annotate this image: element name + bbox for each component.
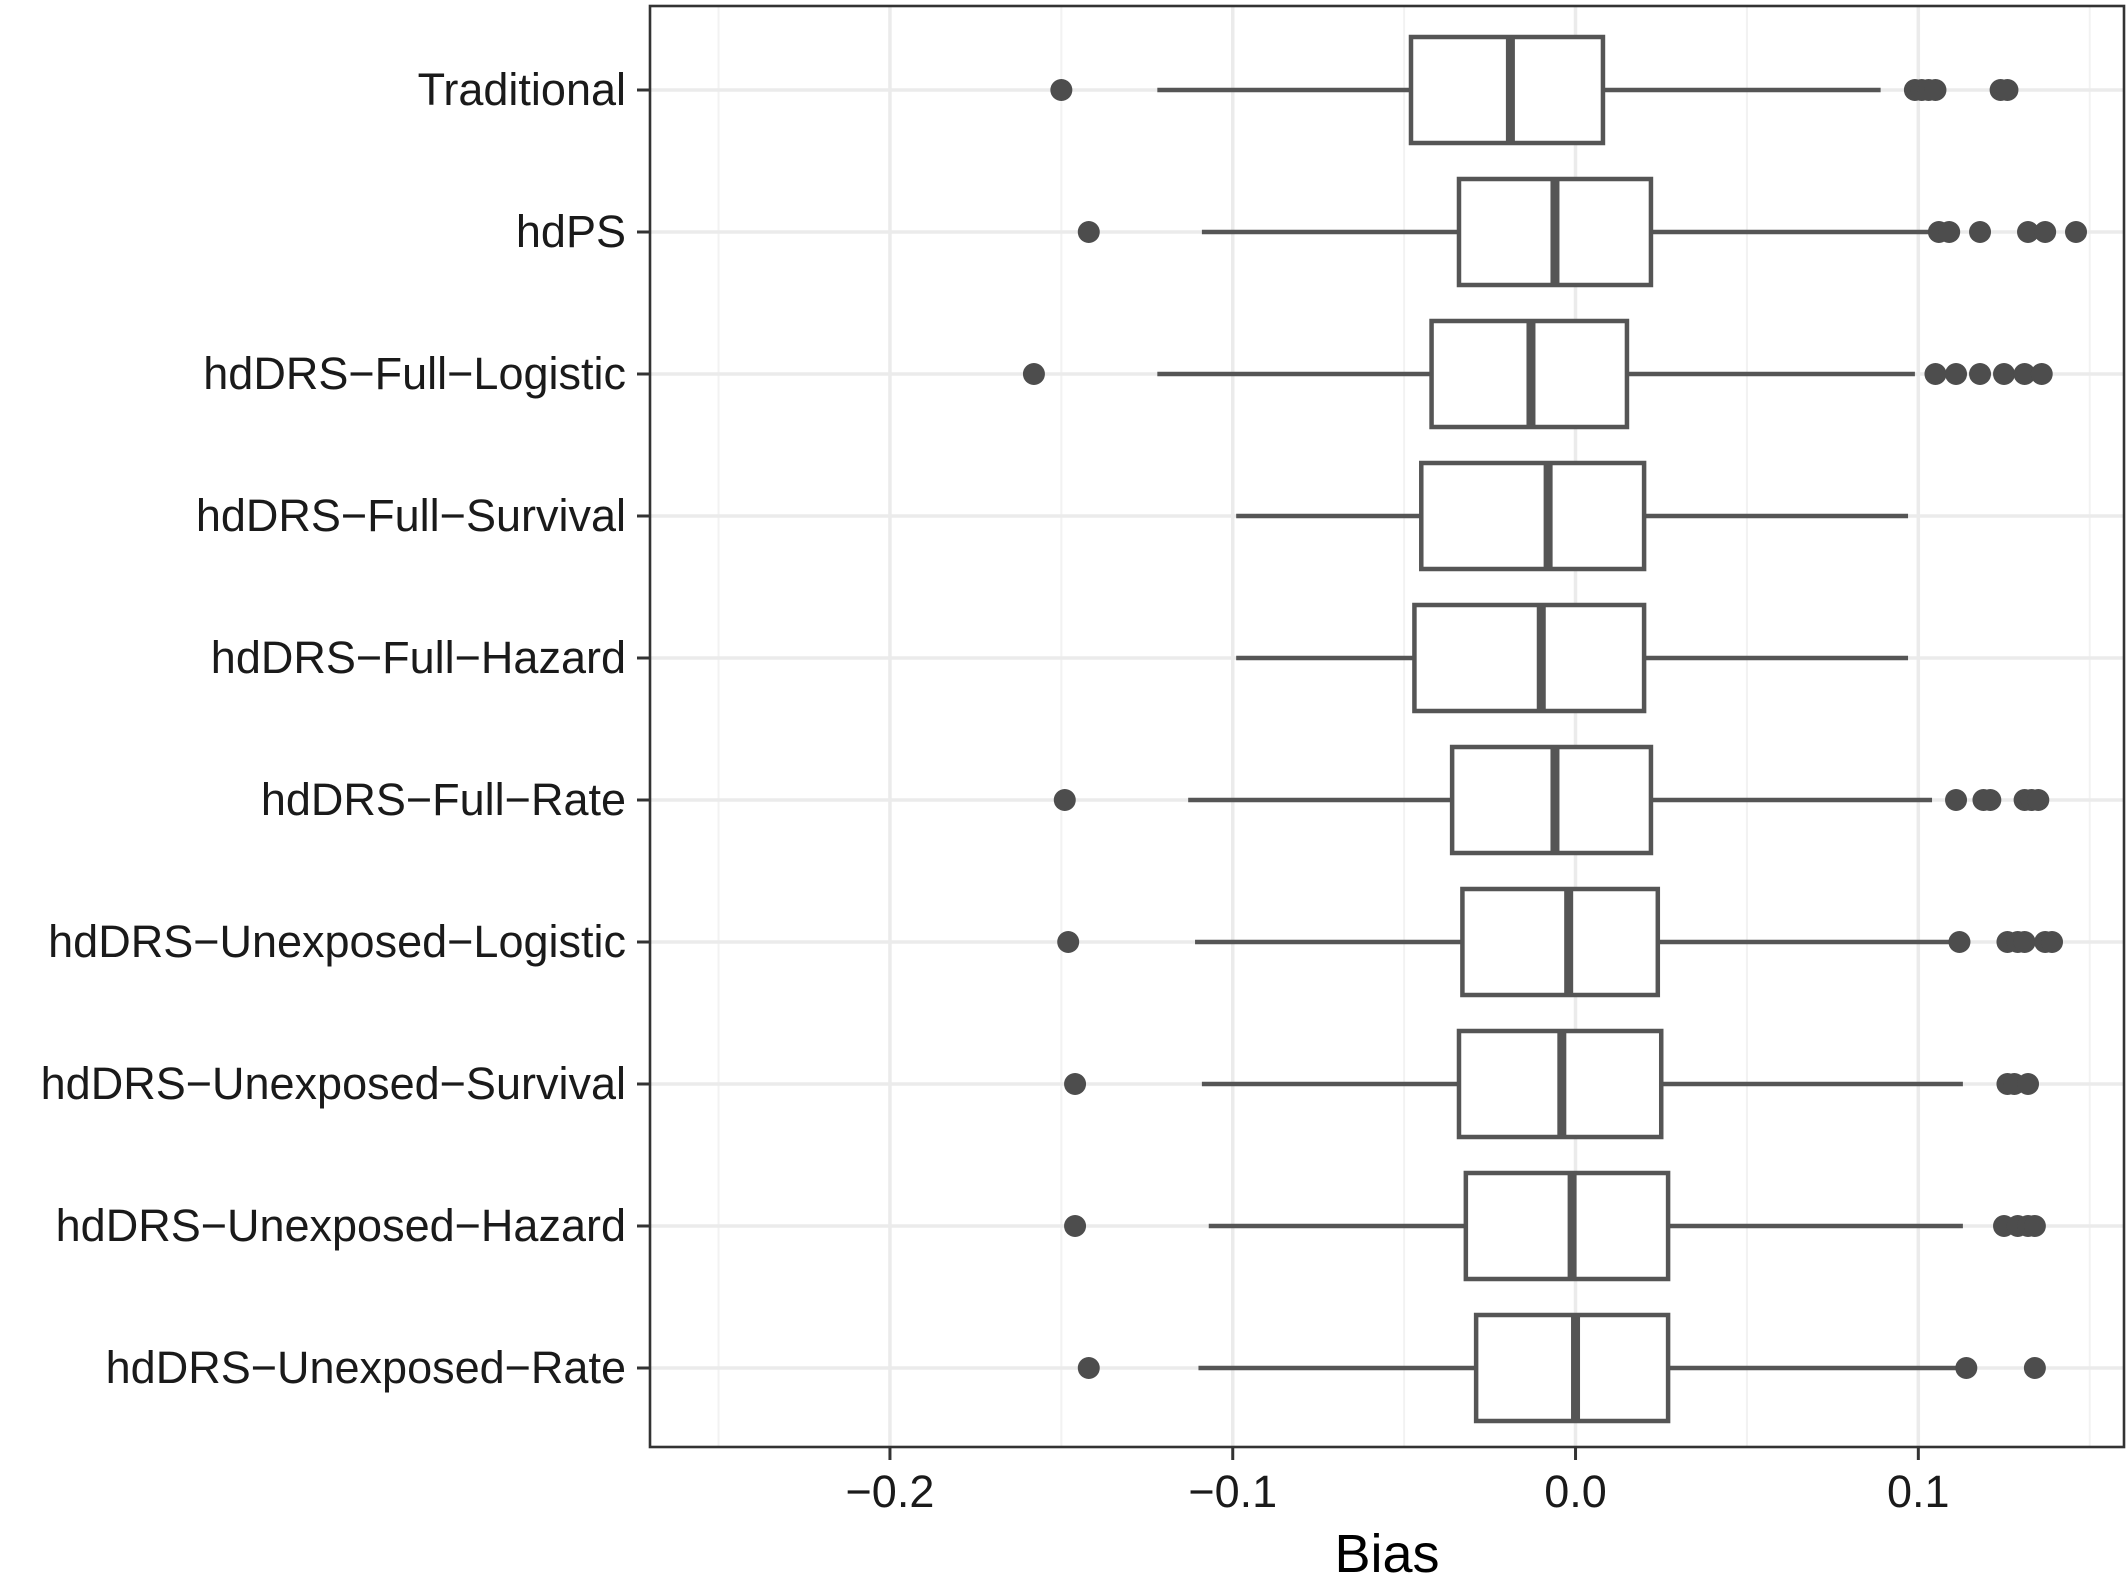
box-group [1236, 460, 1909, 572]
box-iqr [1463, 1170, 1671, 1282]
box-iqr [1412, 602, 1647, 714]
outlier-point [1938, 221, 1961, 243]
box-group [1053, 744, 2050, 856]
box-group [1022, 318, 2053, 430]
box-group [1057, 886, 2064, 998]
box-group [1236, 602, 1909, 714]
outlier-point [2017, 221, 2040, 243]
x-tick-label: 0.1 [1887, 1466, 1950, 1517]
y-tick-label: hdDRS−Unexposed−Hazard [56, 1200, 626, 1251]
outlier-point [1064, 1215, 1087, 1237]
y-tick-label: hdDRS−Full−Hazard [211, 632, 626, 683]
x-axis: −0.2 −0.1 0.0 0.1 [846, 1447, 1950, 1517]
box-group [1064, 1028, 2040, 1140]
box-iqr [1419, 460, 1647, 572]
outlier-point [2013, 931, 2036, 953]
outlier-point [1945, 363, 1968, 385]
outlier-point [1064, 1073, 1087, 1095]
box-group [1064, 1170, 2046, 1282]
outlier-point [1993, 363, 2016, 385]
outlier-point [1979, 789, 2002, 811]
box-group [1077, 1312, 2046, 1424]
outlier-point [1969, 363, 1992, 385]
y-tick-label: hdDRS−Unexposed−Logistic [48, 916, 626, 967]
outlier-point [1945, 789, 1968, 811]
outlier-point [2065, 221, 2088, 243]
y-tick-label: hdDRS−Full−Logistic [203, 348, 626, 399]
y-tick-label: hdDRS−Unexposed−Rate [106, 1342, 626, 1393]
x-tick-label: −0.1 [1188, 1466, 1277, 1517]
outlier-point [2041, 931, 2064, 953]
y-tick-label: hdPS [516, 206, 626, 257]
outlier-point [1022, 363, 1045, 385]
outlier-point [1924, 79, 1947, 101]
outlier-point [1077, 1357, 1100, 1379]
box-iqr [1460, 886, 1661, 998]
outlier-point [2027, 789, 2050, 811]
outlier-point [1948, 931, 1971, 953]
y-tick-label: hdDRS−Full−Rate [261, 774, 626, 825]
outlier-point [1955, 1357, 1978, 1379]
x-tick-label: −0.2 [846, 1466, 935, 1517]
outlier-point [1996, 79, 2019, 101]
outlier-point [1050, 79, 1073, 101]
outlier-point [1057, 931, 1080, 953]
outlier-point [1053, 789, 1076, 811]
outlier-point [2034, 221, 2057, 243]
y-tick-label: hdDRS−Unexposed−Survival [41, 1058, 626, 1109]
outlier-point [2023, 1215, 2046, 1237]
box-group [1050, 34, 2019, 146]
boxplot-series [1022, 34, 2088, 1424]
outlier-point [1924, 363, 1947, 385]
y-tick-label: hdDRS−Full−Survival [196, 490, 626, 541]
box-group [1077, 176, 2088, 288]
x-tick-label: 0.0 [1544, 1466, 1607, 1517]
outlier-point [1077, 221, 1100, 243]
panel-border [648, 4, 2126, 1449]
x-axis-title: Bias [1334, 1524, 1439, 1584]
gridlines [650, 6, 2124, 1447]
y-tick-label: Traditional [418, 64, 626, 115]
y-axis: Traditional hdPS hdDRS−Full−Logistic hdDRS−… [41, 64, 650, 1393]
outlier-point [2017, 1073, 2040, 1095]
outlier-point [1969, 221, 1992, 243]
outlier-point [2030, 363, 2053, 385]
outlier-point [2023, 1357, 2046, 1379]
outlier-point [2013, 363, 2036, 385]
